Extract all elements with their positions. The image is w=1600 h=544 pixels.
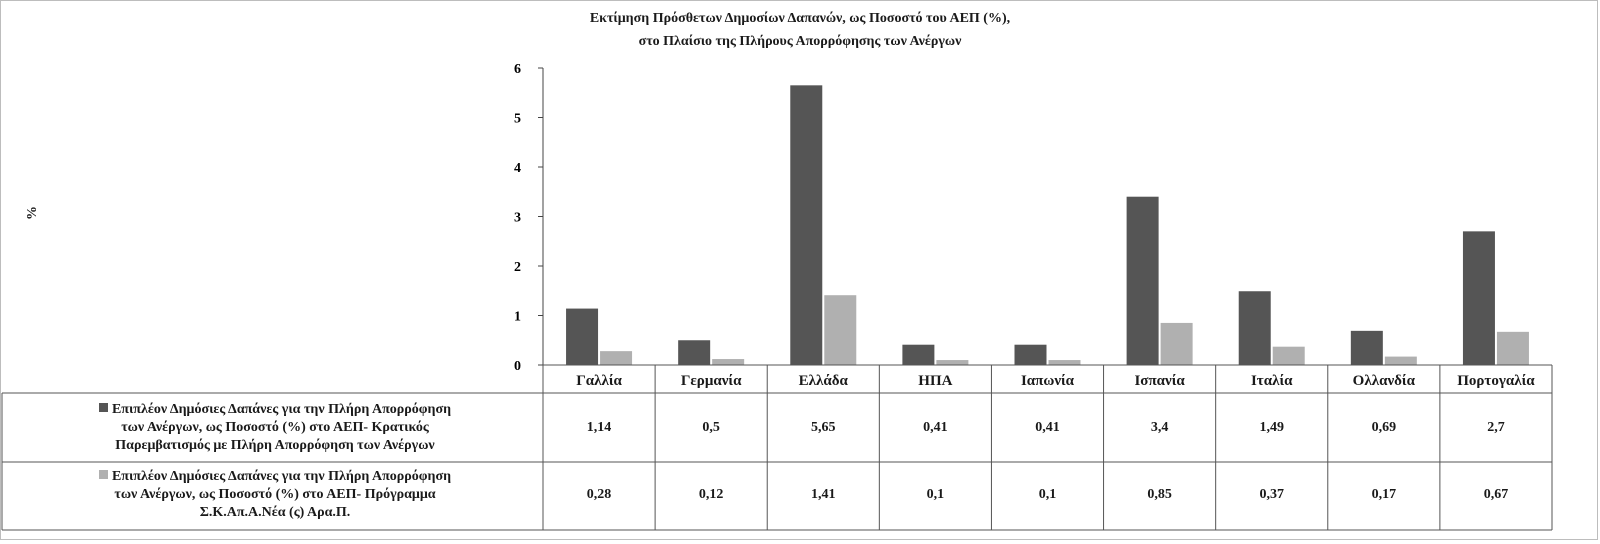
bar-series1-8 <box>1462 231 1495 365</box>
legend-text-line: Σ.Κ.Απ.Α.Νέα (ς) Αρα.Π. <box>14 504 536 522</box>
x-category-label: ΗΠΑ <box>918 373 953 389</box>
bar-series2-2 <box>824 295 857 365</box>
bar-series2-1 <box>712 359 745 365</box>
bar-series1-3 <box>902 344 935 365</box>
bar-series1-4 <box>1014 344 1047 365</box>
legend-text: Επιπλέον Δημόσιες Δαπάνες για την Πλήρη … <box>111 469 452 484</box>
table-cell-series1: 0,5 <box>702 420 720 435</box>
table-cell-series1: 1,49 <box>1259 420 1284 435</box>
bar-series1-5 <box>1126 196 1159 365</box>
y-tick-label: 2 <box>514 260 521 275</box>
table-cell-series1: 2,7 <box>1487 420 1505 435</box>
x-category-label: Πορτογαλία <box>1457 373 1535 389</box>
y-tick-label: 3 <box>514 211 521 226</box>
chart-title-line2: στο Πλαίσιο της Πλήρους Απορρόφησης των … <box>638 34 962 49</box>
chart-title-line1: Εκτίμηση Πρόσθετων Δημοσίων Δαπανών, ως … <box>589 11 1011 26</box>
table-cell-series2: 0,12 <box>698 487 724 502</box>
table-cell-series1: 0,41 <box>1035 420 1060 435</box>
bar-series1-6 <box>1238 291 1271 365</box>
x-category-label: Γαλλία <box>576 373 622 389</box>
table-cell-series2: 1,41 <box>811 487 836 502</box>
table-cell-series2: 0,1 <box>1038 487 1057 502</box>
x-category-label: Ελλάδα <box>798 373 848 389</box>
table-cell-series2: 0,17 <box>1371 487 1397 502</box>
bar-series2-7 <box>1384 356 1417 365</box>
legend-series1: Επιπλέον Δημόσιες Δαπάνες για την Πλήρη … <box>14 401 536 455</box>
legend-text-line: των Ανέργων, ως Ποσοστό (%) στο ΑΕΠ- Κρα… <box>14 419 536 437</box>
bar-series2-6 <box>1272 346 1305 365</box>
legend-text: των Ανέργων, ως Ποσοστό (%) στο ΑΕΠ- Κρα… <box>121 420 429 435</box>
table-cell-series1: 1,14 <box>586 420 612 435</box>
table-cell-series2: 0,67 <box>1483 487 1509 502</box>
table-cell-series1: 0,41 <box>923 420 948 435</box>
table-cell-series1: 3,4 <box>1150 420 1169 435</box>
x-category-label: Ιταλία <box>1250 373 1293 389</box>
legend-series2: Επιπλέον Δημόσιες Δαπάνες για την Πλήρη … <box>14 468 536 522</box>
legend-text-line: Επιπλέον Δημόσιες Δαπάνες για την Πλήρη … <box>14 401 536 419</box>
x-category-label: Γερμανία <box>680 373 742 389</box>
legend-text: Σ.Κ.Απ.Α.Νέα (ς) Αρα.Π. <box>199 505 351 520</box>
y-tick-label: 5 <box>514 112 521 127</box>
x-category-label: Ολλανδία <box>1352 373 1415 389</box>
table-cell-series1: 0,69 <box>1371 420 1397 435</box>
table-cell-series2: 0,1 <box>926 487 945 502</box>
y-tick-label: 4 <box>514 161 521 176</box>
y-tick-label: 0 <box>514 359 521 374</box>
bar-series2-0 <box>600 351 633 365</box>
bar-series1-0 <box>566 308 599 365</box>
table-cell-series2: 0,85 <box>1147 487 1172 502</box>
bar-series2-3 <box>936 360 969 365</box>
legend-swatch <box>98 403 108 412</box>
bar-series1-7 <box>1350 330 1383 365</box>
table-cell-series2: 0,37 <box>1259 487 1284 502</box>
y-tick-label: 6 <box>514 62 521 77</box>
table-cell-series1: 5,65 <box>811 420 836 435</box>
bar-series2-5 <box>1160 322 1193 365</box>
legend-text: Παρεμβατισμός με Πλήρη Απορρόφηση των Αν… <box>115 438 435 453</box>
bar-series1-1 <box>678 340 711 365</box>
bar-series2-8 <box>1496 331 1529 365</box>
x-category-label: Ιαπωνία <box>1020 373 1075 389</box>
legend-text: των Ανέργων, ως Ποσοστό (%) στο ΑΕΠ- Πρό… <box>114 487 436 502</box>
legend-text: Επιπλέον Δημόσιες Δαπάνες για την Πλήρη … <box>111 402 452 417</box>
bar-series2-4 <box>1048 360 1081 365</box>
table-cell-series2: 0,28 <box>586 487 612 502</box>
legend-swatch <box>98 470 108 479</box>
x-category-label: Ισπανία <box>1134 373 1185 389</box>
y-tick-label: 1 <box>514 310 521 325</box>
legend-text-line: Επιπλέον Δημόσιες Δαπάνες για την Πλήρη … <box>14 468 536 486</box>
legend-text-line: των Ανέργων, ως Ποσοστό (%) στο ΑΕΠ- Πρό… <box>14 486 536 504</box>
bar-series1-2 <box>790 85 823 365</box>
legend-text-line: Παρεμβατισμός με Πλήρη Απορρόφηση των Αν… <box>14 437 536 455</box>
